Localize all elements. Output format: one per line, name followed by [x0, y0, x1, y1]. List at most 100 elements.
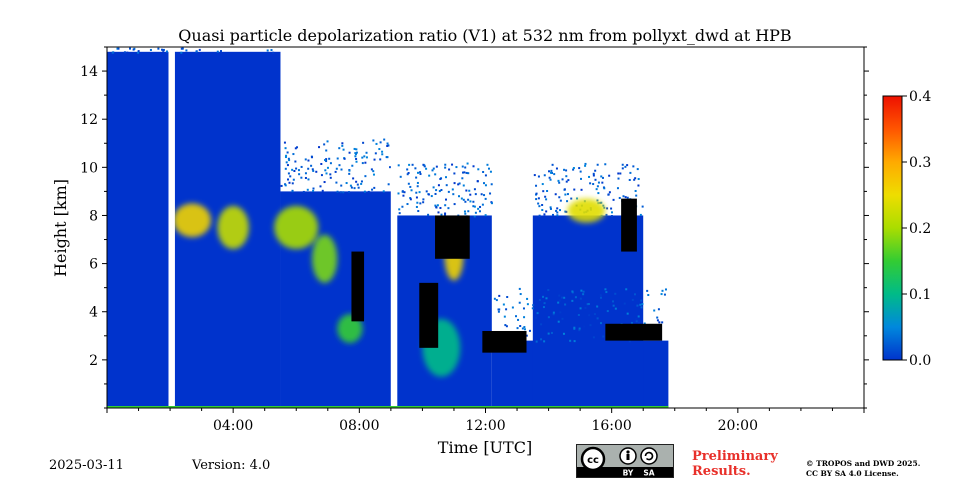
y-tick-label: 6 — [89, 257, 98, 273]
speckle — [506, 296, 509, 299]
x-axis: 04:00 08:00 12:00 16:00 20:00 — [106, 408, 865, 434]
speckle — [326, 166, 329, 169]
speckle — [553, 173, 556, 176]
speckle — [625, 288, 628, 291]
speckle — [422, 201, 425, 204]
speckle — [465, 171, 468, 174]
aerosol-layer-3 — [312, 234, 338, 283]
speckle — [596, 317, 599, 320]
speckle — [628, 340, 631, 343]
sparse-signal-speckle — [111, 47, 667, 343]
speckle — [466, 162, 469, 165]
speckle — [473, 205, 476, 208]
speckle — [453, 172, 456, 175]
speckle — [353, 187, 356, 190]
speckle — [272, 51, 275, 54]
x-tick-label: 16:00 — [591, 418, 631, 434]
speckle — [334, 170, 337, 173]
no-signal-clouds — [351, 198, 663, 353]
speckle — [372, 170, 375, 173]
speckle — [493, 297, 496, 300]
speckle — [554, 193, 557, 196]
speckle — [438, 190, 441, 193]
speckle — [195, 50, 198, 53]
speckle — [535, 198, 538, 201]
speckle — [363, 190, 366, 193]
speckle — [137, 51, 140, 54]
speckle — [422, 163, 425, 166]
speckle — [467, 210, 470, 213]
speckle — [117, 47, 120, 50]
speckle — [425, 167, 428, 170]
speckle — [444, 212, 447, 215]
speckle — [289, 175, 292, 178]
speckle — [360, 182, 363, 185]
speckle — [374, 152, 377, 155]
speckle — [533, 174, 536, 177]
no-signal-cloud-5 — [621, 198, 637, 252]
speckle — [349, 184, 352, 187]
speckle — [641, 205, 644, 208]
speckle — [336, 190, 339, 193]
speckle — [573, 326, 576, 329]
speckle — [543, 302, 546, 305]
speckle — [601, 181, 604, 184]
speckle — [294, 147, 297, 150]
speckle — [558, 196, 561, 199]
speckle — [415, 176, 418, 179]
speckle — [480, 193, 483, 196]
speckle — [537, 197, 540, 200]
speckle — [462, 184, 465, 187]
speckle — [126, 51, 129, 54]
speckle — [318, 146, 321, 149]
no-signal-cloud-2 — [419, 282, 439, 348]
speckle — [544, 195, 547, 198]
speckle — [586, 303, 589, 306]
speckle — [474, 193, 477, 196]
speckle — [300, 165, 303, 168]
speckle — [640, 299, 643, 302]
speckle — [408, 163, 411, 166]
speckle — [345, 182, 348, 185]
speckle — [483, 182, 486, 185]
speckle — [365, 151, 368, 154]
speckle — [356, 183, 359, 186]
speckle — [579, 170, 582, 173]
speckle — [526, 297, 529, 300]
speckle — [286, 178, 289, 181]
speckle — [602, 186, 605, 189]
speckle — [600, 296, 603, 299]
speckle — [387, 144, 390, 147]
speckle — [637, 184, 640, 187]
speckle — [563, 296, 566, 299]
speckle — [661, 289, 664, 292]
speckle — [165, 50, 168, 53]
speckle — [576, 197, 579, 200]
speckle — [312, 169, 315, 172]
speckle — [410, 189, 413, 192]
speckle — [606, 310, 609, 313]
speckle — [610, 207, 613, 210]
speckle — [482, 170, 485, 173]
speckle — [602, 335, 605, 338]
speckle — [605, 291, 608, 294]
speckle — [437, 184, 440, 187]
speckle — [284, 156, 287, 159]
speckle — [360, 180, 363, 183]
speckle — [592, 336, 595, 339]
speckle — [555, 209, 558, 212]
speckle — [432, 186, 435, 189]
speckle — [467, 172, 470, 175]
speckle — [416, 201, 419, 204]
speckle — [162, 49, 165, 52]
speckle — [437, 211, 440, 214]
speckle — [293, 170, 296, 173]
speckle — [658, 321, 661, 324]
speckle — [535, 184, 538, 187]
speckle — [311, 168, 314, 171]
speckle — [561, 296, 564, 299]
speckle — [284, 167, 287, 170]
speckle — [549, 178, 552, 181]
speckle — [502, 303, 505, 306]
speckle — [325, 158, 328, 161]
